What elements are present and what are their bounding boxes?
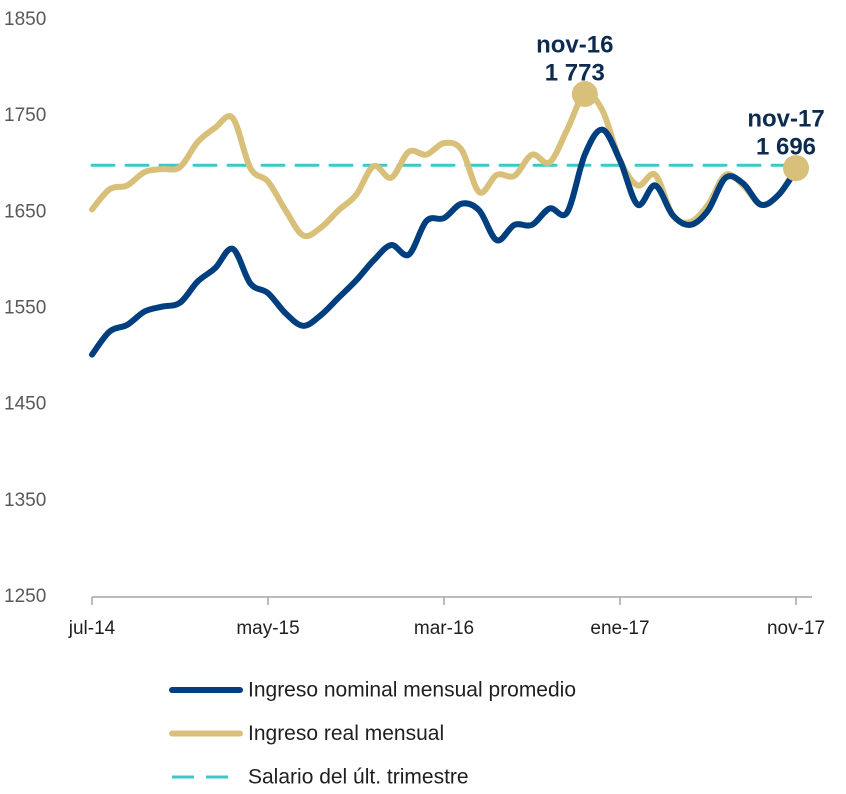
x-tick-label: jul-14	[68, 618, 116, 639]
annotation-value: 1 773	[545, 59, 605, 86]
x-tick-label: may-15	[236, 618, 299, 639]
annotation-value: 1 696	[756, 133, 816, 160]
legend-label: Ingreso real mensual	[248, 722, 444, 745]
y-tick-label: 1350	[4, 490, 46, 511]
annotation-date: nov-16	[536, 31, 613, 58]
y-tick-label: 1450	[4, 394, 46, 415]
series-line	[89, 126, 799, 358]
legend-label: Salario del últ. trimestre	[248, 766, 469, 789]
x-tick-label: ene-17	[590, 618, 649, 639]
y-tick-label: 1650	[4, 201, 46, 222]
x-tick-label: mar-16	[414, 618, 474, 639]
y-tick-label: 1550	[4, 298, 46, 319]
y-tick-label: 1850	[4, 9, 46, 30]
x-tick-label: nov-17	[767, 618, 825, 639]
point-marker	[783, 155, 809, 182]
annotation-date: nov-17	[747, 105, 824, 132]
y-tick-label: 1750	[4, 105, 46, 126]
legend-label: Ingreso nominal mensual promedio	[248, 679, 576, 702]
y-tick-label: 1250	[4, 586, 46, 607]
point-marker	[571, 81, 598, 108]
